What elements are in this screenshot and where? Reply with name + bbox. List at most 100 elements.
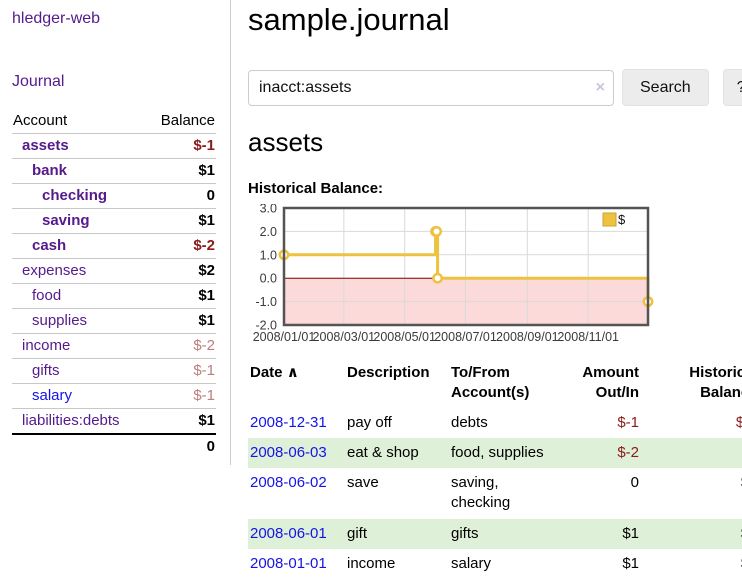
transaction-amount: $1 — [622, 524, 639, 542]
account-row: cash $-2 — [12, 233, 216, 259]
transaction-accounts: gifts — [451, 524, 479, 542]
clear-search-icon[interactable]: × — [595, 78, 605, 96]
sort-asc-icon: ∧ — [286, 364, 299, 381]
account-row: bank $1 — [12, 158, 216, 184]
transaction-description: income — [347, 554, 396, 572]
account-link[interactable]: checking — [42, 187, 108, 204]
account-balance: $1 — [198, 212, 215, 229]
col-balance: Historical Balance — [689, 364, 742, 402]
account-row: gifts $-1 — [12, 358, 216, 384]
account-balance: $-2 — [193, 337, 215, 354]
search-button[interactable]: Search — [622, 69, 709, 106]
account-link[interactable]: income — [22, 337, 71, 354]
account-link[interactable]: cash — [32, 237, 67, 254]
register-header-row: Date ∧ Description To/From Account(s) Am… — [248, 359, 742, 408]
transaction-description: gift — [347, 524, 368, 542]
accounts-total: 0 — [146, 433, 216, 459]
sidebar-item-journal[interactable]: Journal — [12, 73, 65, 90]
col-accounts: To/From Account(s) — [451, 364, 530, 402]
svg-text:2.0: 2.0 — [260, 225, 277, 239]
register-row: 2008-06-01 gift gifts $1 $2 — [248, 518, 742, 549]
account-row: expenses $2 — [12, 258, 216, 284]
account-balance: $-1 — [193, 362, 215, 379]
account-link[interactable]: saving — [42, 212, 90, 229]
transaction-date-link[interactable]: 2008-06-01 — [250, 524, 327, 542]
account-balance: $-2 — [193, 237, 215, 254]
account-balance: $1 — [198, 312, 215, 329]
transaction-balance: 0 — [641, 438, 742, 468]
sidebar: hledger-web Journal Account Balance asse… — [0, 0, 231, 465]
transaction-description: eat & shop — [347, 443, 419, 461]
transaction-date-link[interactable]: 2008-01-01 — [250, 554, 327, 572]
register-row: 2008-12-31 pay off debts $-1 $-1 — [248, 408, 742, 438]
svg-text:2008/09/01: 2008/09/01 — [496, 330, 559, 344]
account-row: liabilities:debts $1 — [12, 408, 216, 435]
page-title: sample.journal — [248, 2, 450, 37]
transaction-description: save — [347, 474, 379, 491]
transaction-date-link[interactable]: 2008-06-03 — [250, 443, 327, 461]
account-link[interactable]: salary — [32, 387, 73, 404]
account-link[interactable]: assets — [22, 137, 69, 154]
transaction-amount: 0 — [630, 474, 639, 491]
chart-title: Historical Balance: — [248, 180, 384, 197]
help-button[interactable]: ? — [722, 69, 742, 106]
search-input[interactable] — [248, 69, 614, 106]
account-row: assets $-1 — [12, 133, 216, 159]
accounts-header-account: Account — [12, 108, 147, 134]
svg-text:2008/11/01: 2008/11/01 — [557, 330, 619, 344]
svg-text:2008/05/01: 2008/05/01 — [373, 330, 436, 344]
account-row: food $1 — [12, 283, 216, 309]
register-row: 2008-01-01 income salary $1 $1 — [248, 549, 742, 579]
register-row: 2008-06-02 save saving, checking 0 $2 — [248, 468, 742, 519]
transaction-date-link[interactable]: 2008-12-31 — [250, 413, 327, 431]
account-link[interactable]: bank — [32, 162, 68, 179]
col-description: Description — [347, 364, 430, 381]
svg-text:0.0: 0.0 — [260, 272, 277, 286]
app-brand-link[interactable]: hledger-web — [12, 10, 101, 27]
account-balance: $1 — [198, 412, 215, 429]
account-link[interactable]: food — [32, 287, 62, 304]
account-link[interactable]: supplies — [32, 312, 88, 329]
account-balance: $2 — [198, 262, 215, 279]
account-balance: 0 — [206, 187, 215, 204]
register-table: Date ∧ Description To/From Account(s) Am… — [248, 359, 742, 579]
transaction-amount: $-2 — [617, 443, 639, 461]
col-date-label: Date — [250, 364, 283, 381]
transaction-balance: $-1 — [735, 413, 742, 431]
account-link[interactable]: liabilities:debts — [22, 412, 120, 429]
svg-text:1.0: 1.0 — [260, 248, 277, 262]
transaction-accounts: saving, checking — [451, 474, 511, 512]
register-row: 2008-06-03 eat & shop food, supplies $-2… — [248, 437, 742, 468]
svg-text:-2.0: -2.0 — [255, 319, 277, 333]
account-balance: $-1 — [193, 387, 215, 404]
svg-text:2008/01/01: 2008/01/01 — [253, 330, 316, 344]
col-date-sort[interactable]: Date ∧ — [248, 359, 345, 408]
account-link[interactable]: gifts — [32, 362, 60, 379]
search-form: × Search ? — [248, 69, 742, 106]
transaction-balance: $1 — [641, 549, 742, 579]
search-box: × — [248, 69, 614, 106]
transaction-accounts: salary — [451, 554, 492, 572]
account-heading: assets — [248, 127, 324, 157]
transaction-balance: $2 — [641, 519, 742, 549]
svg-text:$: $ — [618, 212, 626, 227]
transaction-amount: $-1 — [617, 413, 639, 431]
transaction-date-link[interactable]: 2008-06-02 — [250, 474, 327, 491]
account-row: income $-2 — [12, 333, 216, 359]
col-amount: Amount Out/In — [582, 364, 639, 402]
account-link[interactable]: expenses — [22, 262, 87, 279]
transaction-accounts: food, supplies — [451, 443, 544, 461]
transaction-accounts: debts — [451, 413, 488, 431]
account-row: checking 0 — [12, 183, 216, 209]
svg-text:2008/03/01: 2008/03/01 — [313, 330, 376, 344]
account-row: saving $1 — [12, 208, 216, 234]
account-balance: $1 — [198, 287, 215, 304]
transaction-amount: $1 — [622, 554, 639, 572]
svg-text:2008/07/01: 2008/07/01 — [434, 330, 497, 344]
transaction-balance: $2 — [641, 468, 742, 519]
account-row: salary $-1 — [12, 383, 216, 409]
historical-balance-chart[interactable]: 3.0 2.0 1.0 0.0 -1.0 -2.02008/01/012008/03/01… — [248, 204, 654, 345]
accounts-total-row: 0 — [12, 433, 216, 459]
accounts-header-balance: Balance — [146, 108, 216, 134]
